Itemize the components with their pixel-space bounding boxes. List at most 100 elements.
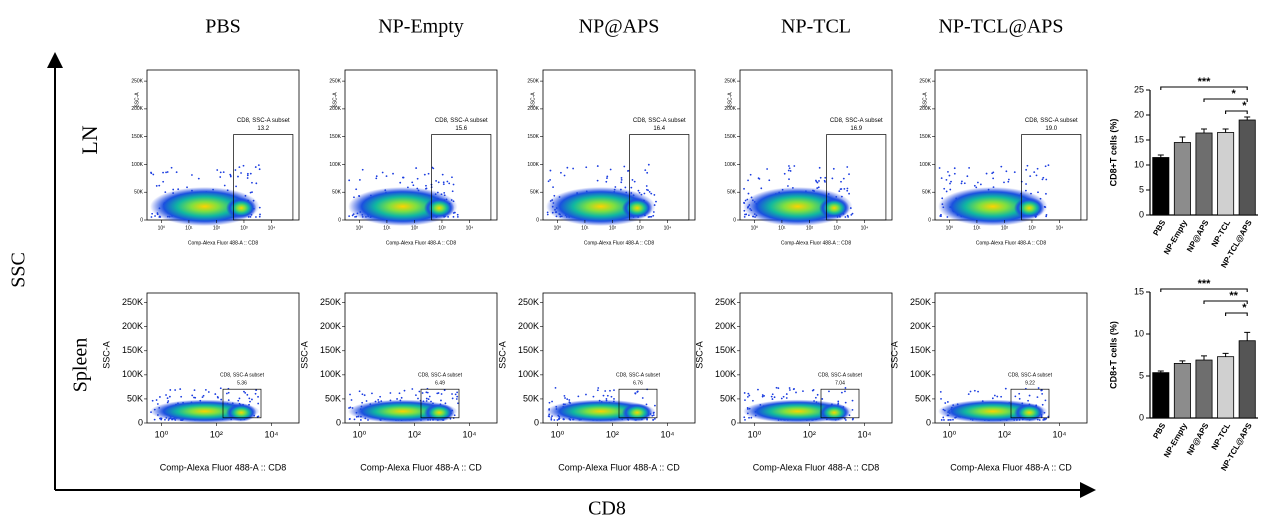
event-dot [770, 395, 773, 398]
event-dot [246, 177, 249, 179]
event-dot [945, 190, 948, 193]
event-dot [451, 176, 453, 179]
event-dot [758, 177, 761, 180]
event-dot [165, 171, 167, 174]
event-dot [1036, 167, 1039, 170]
event-dot [789, 170, 792, 172]
event-dot [1040, 389, 1043, 392]
event-dot [743, 187, 745, 190]
y-tick-label: 150K [919, 134, 931, 140]
y-tick-label: 200K [527, 106, 539, 112]
event-dot [1036, 396, 1039, 399]
event-dot [817, 186, 820, 189]
event-dot [201, 396, 204, 399]
event-dot [456, 395, 459, 398]
bar [1238, 340, 1256, 419]
event-dot [389, 392, 392, 394]
y-tick-label: 250K [919, 78, 931, 84]
event-dot [174, 389, 177, 391]
x-tick-label: 10⁴ [664, 225, 672, 231]
event-dot [238, 397, 241, 400]
density-core [424, 403, 455, 422]
x-label: Comp-Alexa Fluor 488-A :: CD8 [160, 462, 287, 472]
event-dot [940, 177, 943, 180]
event-dot [179, 388, 182, 390]
event-dot [153, 418, 156, 421]
event-dot [768, 179, 771, 182]
event-dot [960, 182, 963, 185]
y-axis-label: SSC [8, 252, 30, 288]
event-dot [451, 393, 453, 395]
y-tick-label: 100K [122, 369, 143, 379]
event-dot [627, 170, 629, 172]
event-dot [1035, 174, 1038, 177]
event-dot [1026, 164, 1029, 167]
bar [1173, 362, 1191, 419]
density-core [622, 403, 653, 422]
gate-label: CD8, SSC-A subset [830, 118, 883, 124]
significance-bracket [1160, 288, 1248, 292]
event-dot [219, 171, 222, 174]
event-dot [748, 394, 751, 397]
event-dot [846, 187, 849, 190]
event-dot [631, 179, 634, 181]
event-dot [949, 182, 951, 185]
event-dot [547, 180, 550, 183]
event-dot [548, 401, 551, 404]
event-dot [1000, 395, 1003, 398]
y-tick-label: 250K [910, 297, 931, 307]
event-dot [577, 395, 580, 398]
event-dot [563, 395, 566, 397]
y-tick-label: 0 [731, 417, 736, 427]
event-dot [244, 391, 247, 394]
event-dot [963, 182, 966, 185]
significance-bracket [1203, 98, 1248, 102]
event-dot [259, 213, 261, 216]
event-dot [1037, 387, 1040, 389]
density-cloud [938, 387, 1050, 423]
x-tick-label: 10² [803, 429, 816, 439]
event-dot [747, 179, 749, 182]
event-dot [152, 173, 155, 176]
x-tick-label: 10² [609, 225, 617, 231]
event-dot [975, 186, 978, 189]
event-dot [1000, 165, 1003, 168]
x-axis-label: CD8 [588, 498, 626, 520]
y-tick-label: 10 [1134, 159, 1144, 169]
event-dot [355, 188, 358, 191]
event-dot [151, 212, 154, 215]
bar [1217, 356, 1235, 419]
x-tick-label: 10⁰ [158, 225, 166, 231]
gate-value: 19.0 [1045, 126, 1057, 132]
event-dot [648, 191, 651, 193]
event-dot [824, 180, 826, 183]
y-tick-label: 0 [928, 217, 931, 223]
y-tick-label: 100K [724, 162, 736, 168]
event-dot [655, 200, 657, 203]
density-core [226, 403, 257, 422]
y-tick-label: 250K [715, 297, 736, 307]
gate-label: CD8, SSC-A subset [633, 118, 686, 124]
event-dot [1043, 417, 1046, 420]
y-tick-label: 200K [329, 106, 341, 112]
event-dot [851, 399, 854, 402]
event-dot [243, 390, 245, 393]
event-dot [1014, 395, 1017, 398]
event-dot [207, 391, 210, 393]
y-label: SSC-A [889, 341, 899, 369]
event-dot [851, 212, 854, 215]
y-label: SSC-A [922, 92, 928, 108]
density-core [424, 197, 455, 219]
event-dot [170, 166, 173, 169]
bar [1195, 132, 1213, 216]
x-tick-label: NP@APS [1185, 421, 1211, 457]
bar [1195, 359, 1213, 419]
event-dot [943, 187, 946, 190]
event-dot [451, 190, 454, 193]
event-dot [237, 399, 240, 402]
y-tick-label: 150K [715, 345, 736, 355]
gate-value: 15.6 [455, 126, 467, 132]
event-dot [787, 169, 790, 172]
y-tick-label: 100K [715, 369, 736, 379]
event-dot [411, 388, 414, 390]
